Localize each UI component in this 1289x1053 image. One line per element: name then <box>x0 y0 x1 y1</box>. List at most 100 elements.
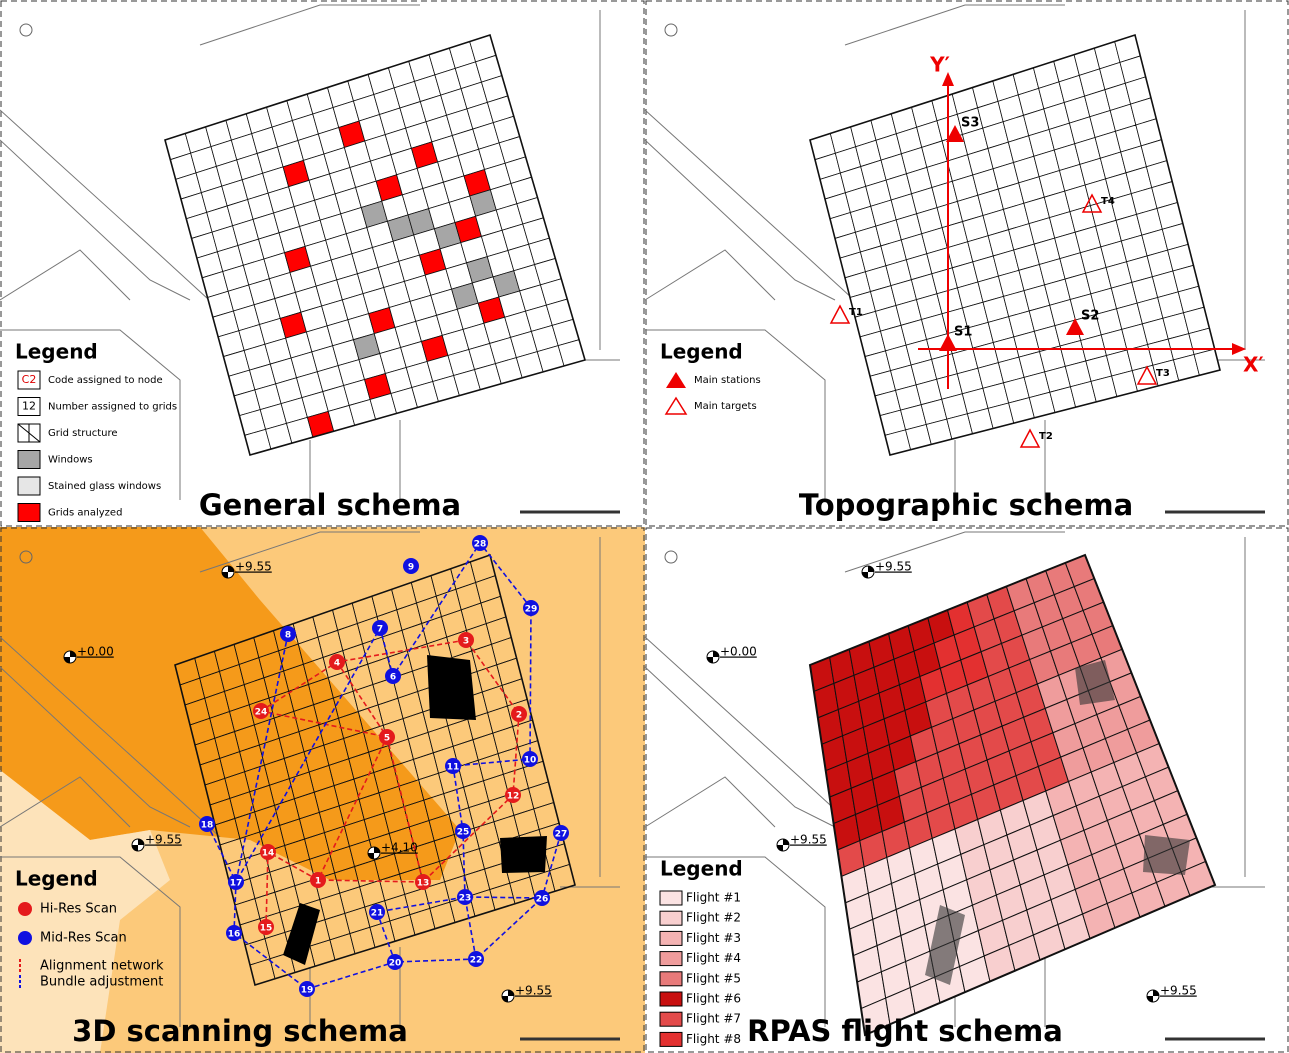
site-line <box>645 140 835 300</box>
legend-label: Grid structure <box>48 428 118 439</box>
elevation-label: +4.10 <box>381 841 418 855</box>
elevation-label: +9.55 <box>145 833 182 847</box>
legend-swatch <box>660 1032 682 1046</box>
axis-label: X′ <box>1243 353 1264 377</box>
station-icon <box>666 372 686 388</box>
legend-sample: C2 <box>22 373 37 386</box>
legend-label: Flight #2 <box>686 911 741 925</box>
legend-label: Stained glass windows <box>48 481 161 492</box>
general-grid <box>165 35 585 455</box>
panel-title: General schema <box>199 488 461 522</box>
scan-label: 18 <box>201 821 214 831</box>
legend-swatch <box>660 952 682 966</box>
flight-grid <box>810 555 1215 1035</box>
scan-label: 9 <box>408 563 414 573</box>
scan-label: 20 <box>389 959 402 969</box>
elevation-label: +9.55 <box>235 560 272 574</box>
site-line <box>200 5 420 45</box>
elevation-label: +9.55 <box>515 984 552 998</box>
legend-label: Code assigned to node <box>48 375 163 386</box>
legend-swatch <box>660 911 682 925</box>
panel-title: 3D scanning schema <box>72 1014 408 1048</box>
compass <box>20 24 32 36</box>
legend-dot <box>18 931 32 945</box>
scan-label: 29 <box>525 605 538 615</box>
legend-swatch <box>660 1012 682 1026</box>
scan-label: 26 <box>536 895 549 905</box>
scan-label: 7 <box>377 625 383 635</box>
scan-label: 15 <box>260 924 273 934</box>
legend-dot <box>18 902 32 916</box>
legend-swatch <box>18 477 40 495</box>
station-label: S3 <box>961 116 979 131</box>
scan-label: 10 <box>524 756 537 766</box>
scan-label: 1 <box>315 877 321 887</box>
target-label: T1 <box>849 307 863 318</box>
scan-label: 14 <box>262 849 275 859</box>
legend-swatch <box>660 992 682 1006</box>
figure: General schema Topographic schema 3D scann… <box>0 0 1289 1053</box>
scan-label: 25 <box>457 828 470 838</box>
target <box>1021 430 1039 447</box>
legend-label: Number assigned to grids <box>48 402 177 413</box>
compass <box>665 551 677 563</box>
legend-sample: 12 <box>22 400 36 413</box>
legend-title: Legend <box>660 340 743 364</box>
legend-title: Legend <box>15 867 98 891</box>
station-label: S1 <box>954 325 972 340</box>
scan-label: 4 <box>334 659 340 669</box>
elevation-label: +9.55 <box>1160 984 1197 998</box>
panel-title: Topographic schema <box>799 488 1133 522</box>
legend-label: Flight #8 <box>686 1032 741 1046</box>
legend-label: Alignment network <box>40 959 164 974</box>
legend-label: Flight #4 <box>686 951 741 965</box>
axis-label: Y′ <box>929 53 950 77</box>
legend-swatch <box>18 504 40 522</box>
elevation-label: +9.55 <box>875 560 912 574</box>
scan-label: 21 <box>371 909 384 919</box>
legend-label: Grids analyzed <box>48 508 122 519</box>
legend-label: Windows <box>48 455 93 466</box>
legend-title: Legend <box>660 857 743 881</box>
site-line <box>845 5 1065 45</box>
scan-label: 17 <box>230 879 243 889</box>
legend-swatch <box>660 891 682 905</box>
scan-label: 3 <box>463 637 469 647</box>
site-line <box>645 250 775 300</box>
site-line <box>645 777 775 827</box>
scan-label: 24 <box>255 708 268 718</box>
legend-label: Hi-Res Scan <box>40 902 117 917</box>
legend-title: Legend <box>15 340 98 364</box>
scan-label: 5 <box>384 734 390 744</box>
legend-swatch <box>18 451 40 469</box>
legend-label: Main stations <box>694 375 761 386</box>
scan-label: 16 <box>228 930 241 940</box>
scan-label: 11 <box>447 763 460 773</box>
site-line <box>645 667 835 827</box>
target <box>831 306 849 323</box>
scan-label: 27 <box>555 830 568 840</box>
panel-title: RPAS flight schema <box>747 1014 1063 1048</box>
scan-label: 2 <box>516 711 522 721</box>
legend-label: Flight #7 <box>686 1012 741 1026</box>
station-label: S2 <box>1081 309 1099 324</box>
scan-label: 12 <box>507 792 520 802</box>
scan-label: 6 <box>390 673 396 683</box>
scan-label: 22 <box>470 956 483 966</box>
legend-label: Flight #1 <box>686 891 741 905</box>
legend-label: Main targets <box>694 401 757 412</box>
window <box>427 655 476 720</box>
elevation-label: +0.00 <box>77 645 114 659</box>
legend-label: Bundle adjustment <box>40 975 163 990</box>
window-shadow <box>1143 835 1190 875</box>
window <box>500 836 547 873</box>
compass <box>665 24 677 36</box>
target-icon <box>666 398 686 414</box>
scan-label: 8 <box>285 631 291 641</box>
legend-swatch <box>660 931 682 945</box>
legend-label: Flight #6 <box>686 992 741 1006</box>
site-line <box>0 250 130 300</box>
legend-label: Flight #3 <box>686 931 741 945</box>
scan-label: 19 <box>301 986 314 996</box>
scan-label: 28 <box>474 540 487 550</box>
